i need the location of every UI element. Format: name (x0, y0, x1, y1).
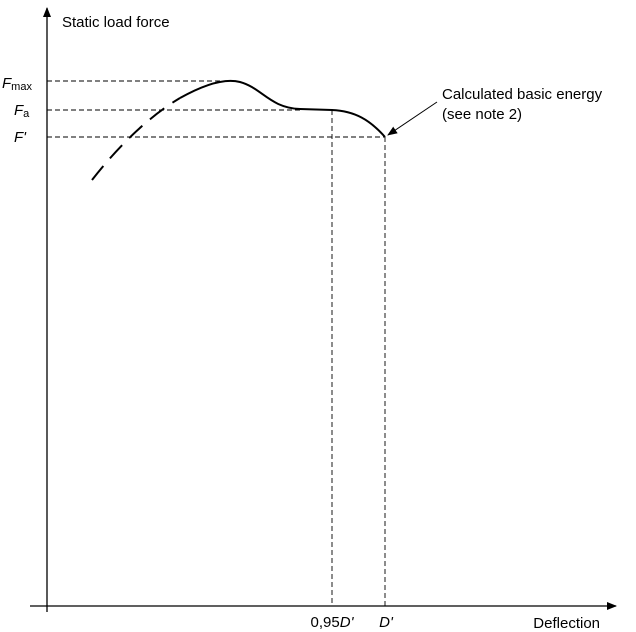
x-axis-label: Deflection (533, 615, 600, 632)
d095-label: 0,95D' (311, 614, 355, 631)
fmax-label: Fmax (2, 75, 32, 93)
y-axis-label: Static load force (62, 14, 170, 31)
fprime-label: F' (14, 129, 27, 146)
d-label: D' (379, 614, 394, 631)
annotation-line2: (see note 2) (442, 106, 522, 123)
fa-label: Fa (14, 102, 30, 120)
annotation-arrow (387, 101, 438, 136)
annotation-line1: Calculated basic energy (442, 86, 603, 103)
reference-lines (47, 80, 386, 606)
curve (179, 79, 386, 138)
curve-dashed (91, 97, 181, 181)
